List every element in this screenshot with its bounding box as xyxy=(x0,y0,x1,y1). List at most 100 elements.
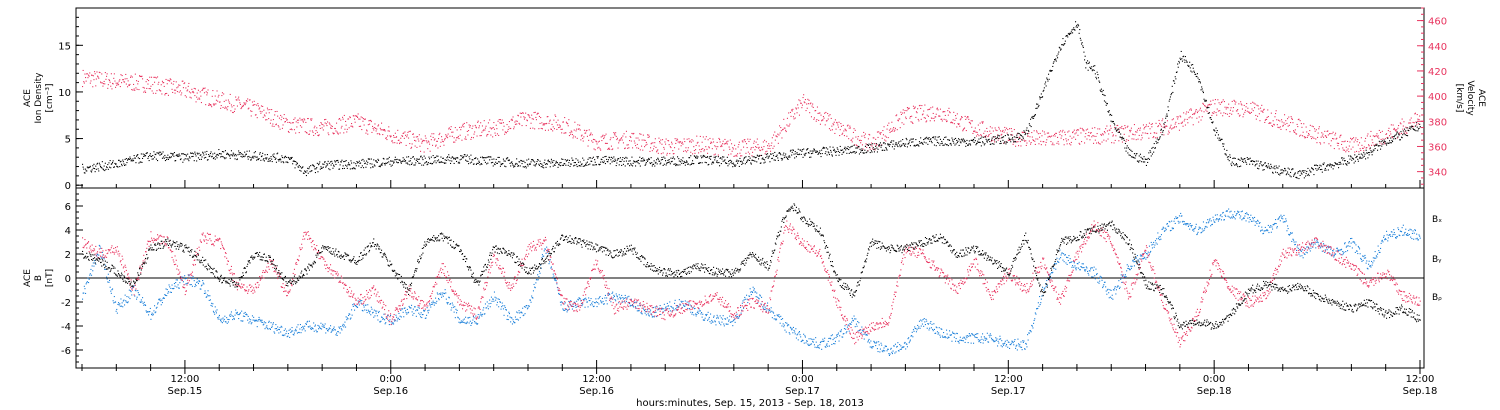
data-point-by xyxy=(85,283,87,285)
data-point-velocity xyxy=(202,87,204,89)
data-point-by xyxy=(116,308,118,310)
data-point-by xyxy=(143,301,145,303)
data-point-ion_density xyxy=(610,159,612,161)
data-point-velocity xyxy=(188,91,190,93)
data-point-velocity xyxy=(993,136,995,138)
data-point-velocity xyxy=(135,87,137,89)
data-point-ion_density xyxy=(859,148,861,150)
data-point-ion_density xyxy=(295,164,297,166)
data-point-ion_density xyxy=(651,165,653,167)
data-point-ion_density xyxy=(520,159,522,161)
data-point-ion_density xyxy=(819,150,821,152)
data-point-velocity xyxy=(464,138,466,140)
data-point-velocity xyxy=(144,90,146,92)
data-point-by xyxy=(168,284,170,286)
data-point-velocity xyxy=(1211,114,1213,116)
data-point-ion_density xyxy=(1272,172,1274,174)
data-point-velocity xyxy=(1254,103,1256,105)
data-point-velocity xyxy=(1119,127,1121,129)
data-point-ion_density xyxy=(756,161,758,163)
data-point-velocity xyxy=(234,108,236,110)
data-point-velocity xyxy=(961,116,963,118)
data-point-ion_density xyxy=(1006,141,1008,143)
data-point-velocity xyxy=(843,130,845,132)
data-point-velocity xyxy=(683,150,685,152)
data-point-ion_density xyxy=(1201,88,1203,90)
data-point-ion_density xyxy=(504,160,506,162)
data-point-velocity xyxy=(1184,118,1186,120)
data-point-velocity xyxy=(198,97,200,99)
data-point-by xyxy=(158,298,160,300)
data-point-ion_density xyxy=(1040,96,1042,98)
data-point-velocity xyxy=(565,132,567,134)
data-point-ion_density xyxy=(891,140,893,142)
data-point-ion_density xyxy=(328,168,330,170)
data-point-ion_density xyxy=(1031,116,1033,118)
data-point-ion_density xyxy=(717,156,719,158)
data-point-velocity xyxy=(645,144,647,146)
data-point-velocity xyxy=(372,127,374,129)
data-point-ion_density xyxy=(109,166,111,168)
data-point-velocity xyxy=(1262,111,1264,113)
data-point-velocity xyxy=(1143,128,1145,130)
data-point-ion_density xyxy=(342,165,344,167)
data-point-velocity xyxy=(149,76,151,78)
data-point-ion_density xyxy=(792,149,794,151)
data-point-velocity xyxy=(733,155,735,157)
data-point-ion_density xyxy=(834,151,836,153)
data-point-ion_density xyxy=(1214,134,1216,136)
data-point-ion_density xyxy=(689,157,691,159)
data-point-ion_density xyxy=(968,143,970,145)
data-point-velocity xyxy=(545,123,547,125)
data-point-ion_density xyxy=(860,150,862,152)
data-point-velocity xyxy=(411,143,413,145)
data-point-velocity xyxy=(1284,114,1286,116)
data-point-ion_density xyxy=(909,145,911,147)
data-point-by xyxy=(154,305,156,307)
data-point-velocity xyxy=(414,145,416,147)
data-point-ion_density xyxy=(1419,126,1421,128)
data-point-ion_density xyxy=(282,161,284,163)
data-point-ion_density xyxy=(432,155,434,157)
data-point-ion_density xyxy=(588,157,590,159)
data-point-velocity xyxy=(304,119,306,121)
data-point-by xyxy=(184,278,186,280)
data-point-velocity xyxy=(1091,136,1093,138)
data-point-velocity xyxy=(1413,126,1415,128)
data-point-by xyxy=(247,315,249,317)
data-point-velocity xyxy=(1393,128,1395,130)
data-point-ion_density xyxy=(1195,73,1197,75)
data-point-velocity xyxy=(1238,115,1240,117)
data-point-ion_density xyxy=(904,145,906,147)
data-point-velocity xyxy=(938,115,940,117)
data-point-velocity xyxy=(451,135,453,137)
data-point-by xyxy=(178,287,180,289)
data-point-ion_density xyxy=(833,148,835,150)
data-point-velocity xyxy=(348,118,350,120)
data-point-ion_density xyxy=(1314,164,1316,166)
data-point-ion_density xyxy=(687,163,689,165)
data-point-velocity xyxy=(1130,129,1132,131)
data-point-ion_density xyxy=(1134,157,1136,159)
data-point-velocity xyxy=(271,109,273,111)
data-point-velocity xyxy=(1419,115,1421,117)
data-point-ion_density xyxy=(995,138,997,140)
data-point-ion_density xyxy=(95,168,97,170)
data-point-ion_density xyxy=(724,159,726,161)
data-point-velocity xyxy=(803,101,805,103)
data-point-velocity xyxy=(707,152,709,154)
data-point-velocity xyxy=(247,108,249,110)
data-point-ion_density xyxy=(1308,175,1310,177)
data-point-ion_density xyxy=(1419,123,1421,125)
data-point-ion_density xyxy=(1331,164,1333,166)
data-point-velocity xyxy=(457,137,459,139)
data-point-velocity xyxy=(390,135,392,137)
data-point-velocity xyxy=(409,130,411,132)
data-point-ion_density xyxy=(821,153,823,155)
data-point-ion_density xyxy=(246,150,248,152)
data-point-by xyxy=(105,268,107,270)
data-point-ion_density xyxy=(930,140,932,142)
data-point-ion_density xyxy=(139,158,141,160)
ion-density-tick-label: 0 xyxy=(65,181,71,192)
data-point-ion_density xyxy=(1309,171,1311,173)
